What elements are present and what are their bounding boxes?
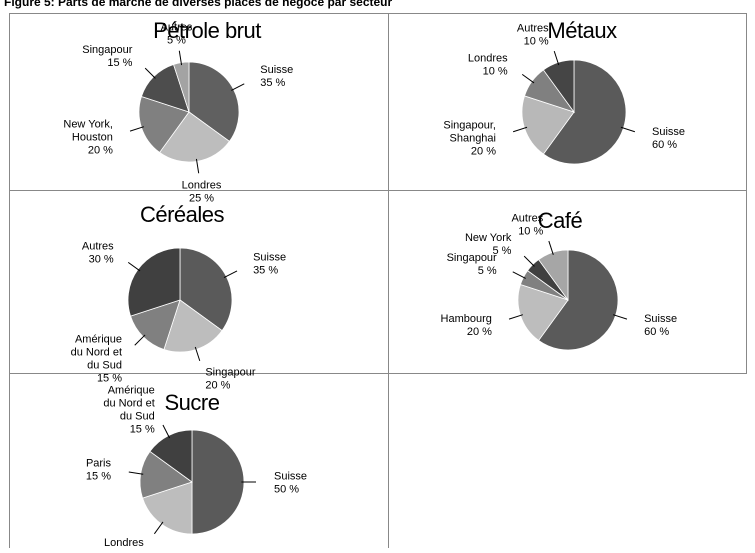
value-label: 10 % bbox=[483, 65, 508, 77]
slice-label: Suisse bbox=[260, 64, 293, 76]
pie-slice bbox=[191, 429, 245, 535]
slice-label: Amérique du Nord et du Sud bbox=[71, 333, 122, 371]
leader-line bbox=[194, 346, 201, 362]
leader-line bbox=[128, 471, 144, 475]
slice-label: Suisse bbox=[652, 126, 685, 138]
chart-title: Café bbox=[538, 208, 583, 233]
slice-label: Autres bbox=[511, 212, 543, 224]
value-label: 60 % bbox=[652, 139, 677, 151]
leader-line bbox=[162, 424, 171, 439]
slice-label: Suisse bbox=[253, 251, 286, 263]
value-label: 15 % bbox=[97, 372, 122, 384]
slice-label: Londres bbox=[468, 52, 508, 64]
leader-line bbox=[153, 521, 164, 535]
slice-label: Paris bbox=[86, 458, 112, 470]
value-label: 50 % bbox=[274, 484, 299, 496]
panel bbox=[388, 190, 747, 374]
slice-label: Suisse bbox=[274, 471, 307, 483]
leader-line bbox=[129, 126, 144, 132]
leader-line bbox=[553, 50, 560, 66]
slice-label: Singapour bbox=[205, 366, 255, 378]
slice-label: Autres bbox=[82, 240, 114, 252]
value-label: 20 % bbox=[471, 145, 496, 157]
value-label: 15 % bbox=[86, 471, 111, 483]
chart-title: Sucre bbox=[165, 390, 220, 415]
slice-label: Amérique du Nord et du Sud bbox=[103, 384, 154, 422]
slice-label: Autres bbox=[517, 23, 549, 35]
value-label: 5 % bbox=[492, 245, 511, 257]
leader-line bbox=[144, 67, 156, 79]
chart-title: Métaux bbox=[547, 18, 617, 43]
leader-line bbox=[620, 126, 636, 133]
leader-line bbox=[523, 255, 535, 267]
slice-label: Singapour bbox=[82, 44, 132, 56]
leader-line bbox=[512, 271, 526, 279]
value-label: 10 % bbox=[518, 225, 543, 237]
value-label: 35 % bbox=[253, 264, 278, 276]
leader-line bbox=[521, 73, 535, 84]
slice-label: New York bbox=[465, 232, 512, 244]
leader-line bbox=[508, 314, 523, 320]
value-label: 20 % bbox=[467, 326, 492, 338]
slice-label: Suisse bbox=[644, 313, 677, 325]
leader-line bbox=[195, 158, 200, 174]
value-label: 60 % bbox=[644, 326, 669, 338]
value-label: 20 % bbox=[88, 145, 113, 157]
leader-line bbox=[512, 126, 528, 133]
leader-line bbox=[178, 50, 183, 66]
value-label: 25 % bbox=[189, 193, 214, 205]
value-label: 20 % bbox=[205, 379, 230, 391]
value-label: 10 % bbox=[524, 36, 549, 48]
panel bbox=[9, 373, 389, 548]
leader-line bbox=[231, 83, 245, 91]
leader-line bbox=[134, 334, 146, 346]
chart-title: Pétrole brut bbox=[153, 18, 261, 43]
leader-line bbox=[548, 240, 554, 255]
value-label: 35 % bbox=[260, 77, 285, 89]
leader-line bbox=[223, 270, 238, 279]
value-label: 15 % bbox=[107, 57, 132, 69]
chart-title: Céréales bbox=[140, 202, 225, 227]
slice-label: Singapour, Shanghai bbox=[443, 119, 496, 144]
value-label: 5 % bbox=[478, 265, 497, 277]
slice-label: Singapour bbox=[447, 252, 497, 264]
value-label: 15 % bbox=[130, 423, 155, 435]
slice-label: Autres bbox=[161, 21, 193, 33]
slice-label: Londres bbox=[104, 537, 144, 548]
slice-label: Londres bbox=[182, 180, 222, 192]
leader-line bbox=[127, 261, 141, 272]
leader-line bbox=[613, 314, 628, 320]
caption: Figure 5: Parts de marché de diverses pl… bbox=[4, 0, 393, 9]
value-label: 30 % bbox=[89, 253, 114, 265]
value-label: 5 % bbox=[167, 34, 186, 46]
slice-label: New York, Houston bbox=[63, 119, 113, 144]
slice-label: Hambourg bbox=[441, 313, 492, 325]
